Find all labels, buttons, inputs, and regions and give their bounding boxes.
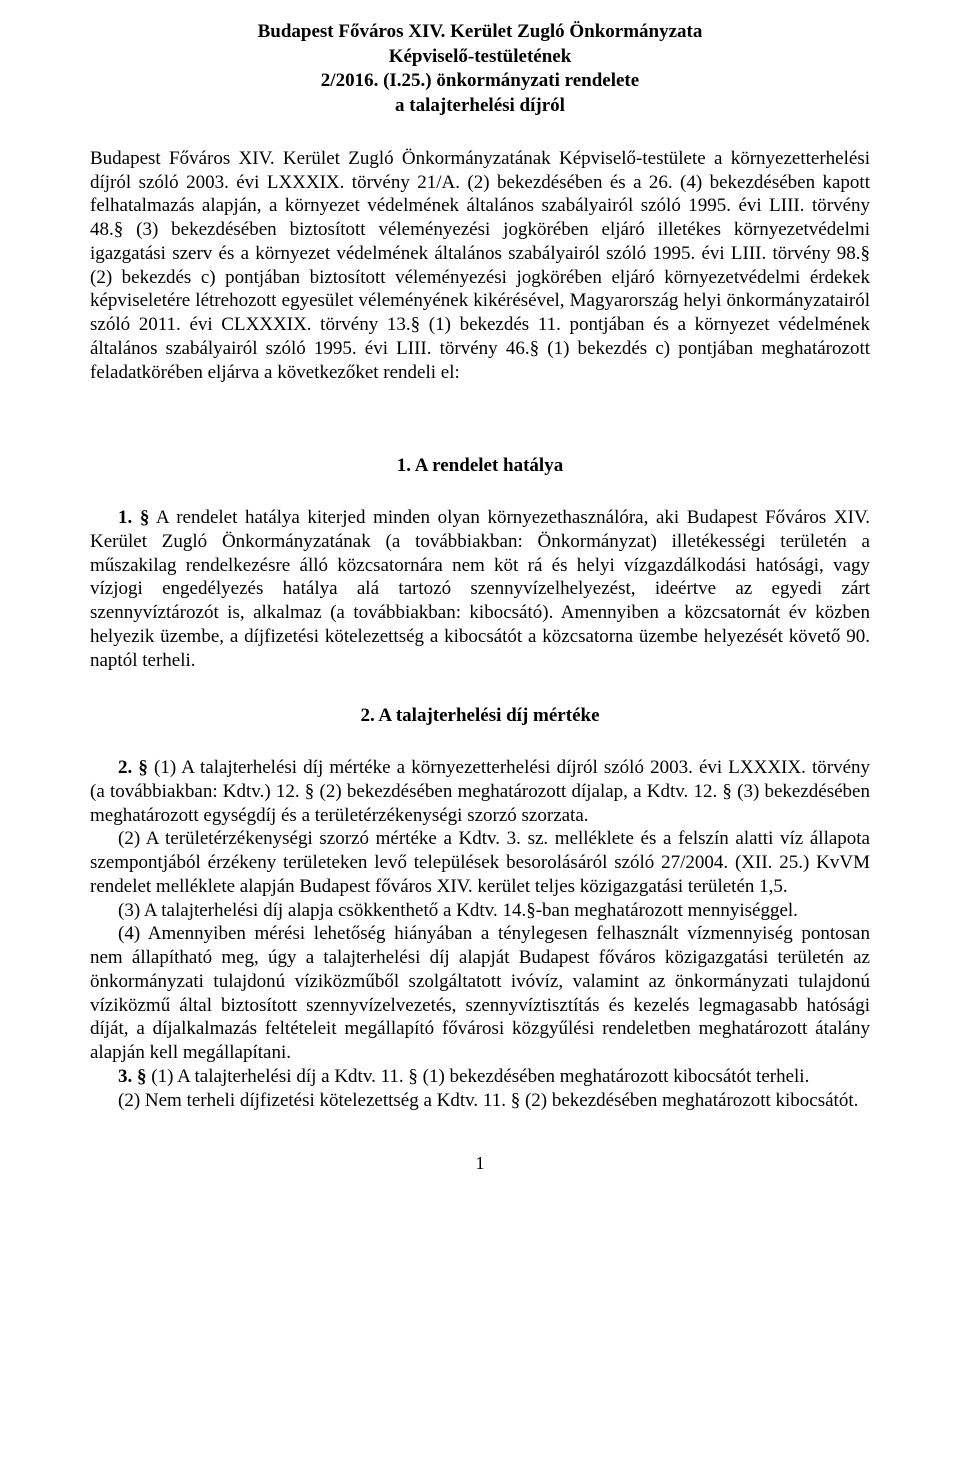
document-page: Budapest Főváros XIV. Kerület Zugló Önko… [0, 0, 960, 1472]
section-2-p5: 3. § (1) A talajterhelési díj a Kdtv. 11… [90, 1065, 870, 1089]
section-2-title: 2. A talajterhelési díj mértéke [90, 704, 870, 728]
section-2-p1-lead: 2. § [118, 757, 148, 778]
section-2-p3: (3) A talajterhelési díj alapja csökkent… [90, 899, 870, 923]
preamble-paragraph: Budapest Főváros XIV. Kerület Zugló Önko… [90, 147, 870, 385]
header-line-4: a talajterhelési díjról [90, 94, 870, 119]
page-number: 1 [90, 1112, 870, 1175]
section-1-body: A rendelet hatálya kiterjed minden olyan… [90, 507, 870, 671]
section-1-paragraph: 1. § A rendelet hatálya kiterjed minden … [90, 506, 870, 672]
header-line-1: Budapest Főváros XIV. Kerület Zugló Önko… [90, 20, 870, 45]
document-header: Budapest Főváros XIV. Kerület Zugló Önko… [90, 20, 870, 119]
section-2-p5-body: (1) A talajterhelési díj a Kdtv. 11. § (… [147, 1066, 810, 1087]
header-line-2: Képviselő-testületének [90, 45, 870, 70]
section-2-p5-lead: 3. § [118, 1066, 147, 1087]
section-2-p1: 2. § (1) A talajterhelési díj mértéke a … [90, 756, 870, 827]
section-2-p2: (2) A területérzékenységi szorzó mértéke… [90, 827, 870, 898]
section-1-title: 1. A rendelet hatálya [90, 454, 870, 478]
header-line-3: 2/2016. (I.25.) önkormányzati rendelete [90, 69, 870, 94]
section-2-p1-body: (1) A talajterhelési díj mértéke a körny… [90, 757, 870, 826]
section-1-lead: 1. § [118, 507, 149, 528]
section-2-p6: (2) Nem terheli díjfizetési kötelezettsé… [90, 1089, 870, 1113]
section-2-p4: (4) Amennyiben mérési lehetőség hiányába… [90, 922, 870, 1065]
